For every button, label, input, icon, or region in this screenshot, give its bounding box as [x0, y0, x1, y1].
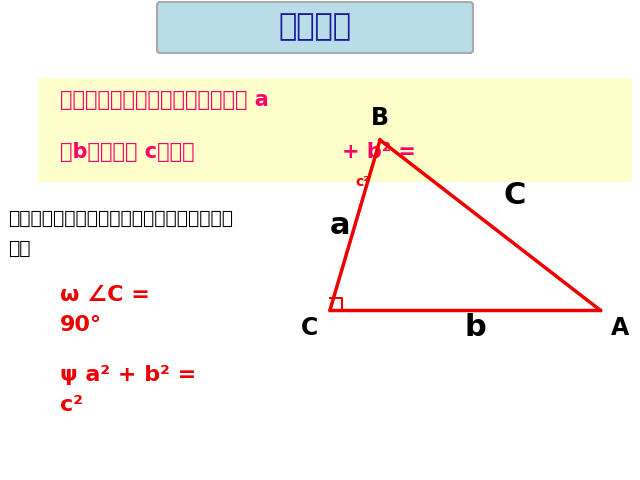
Text: C: C [504, 180, 526, 209]
Text: ω ∠C =: ω ∠C = [60, 285, 150, 305]
Text: B: B [371, 106, 389, 130]
Text: 如果直角三角形的两直角边分别为 a: 如果直角三角形的两直角边分别为 a [60, 90, 269, 110]
Text: A: A [611, 316, 629, 340]
Text: ψ a² + b² =: ψ a² + b² = [60, 365, 196, 385]
Text: + b² =: + b² = [342, 142, 416, 162]
FancyBboxPatch shape [38, 78, 632, 182]
Text: c²: c² [60, 395, 83, 415]
Text: b: b [464, 313, 486, 343]
FancyBboxPatch shape [157, 2, 473, 53]
Text: a: a [330, 211, 350, 240]
Text: 90°: 90° [60, 315, 102, 335]
Text: 即直角三角形两直角边的平方和等于斜边的平: 即直角三角形两直角边的平方和等于斜边的平 [8, 208, 233, 228]
Text: c²: c² [355, 175, 369, 189]
Text: ，b，斜边为 c，那么: ，b，斜边为 c，那么 [60, 142, 195, 162]
Text: C: C [301, 316, 319, 340]
Text: 勾股定理: 勾股定理 [278, 12, 351, 41]
Text: 方．: 方． [8, 239, 31, 257]
